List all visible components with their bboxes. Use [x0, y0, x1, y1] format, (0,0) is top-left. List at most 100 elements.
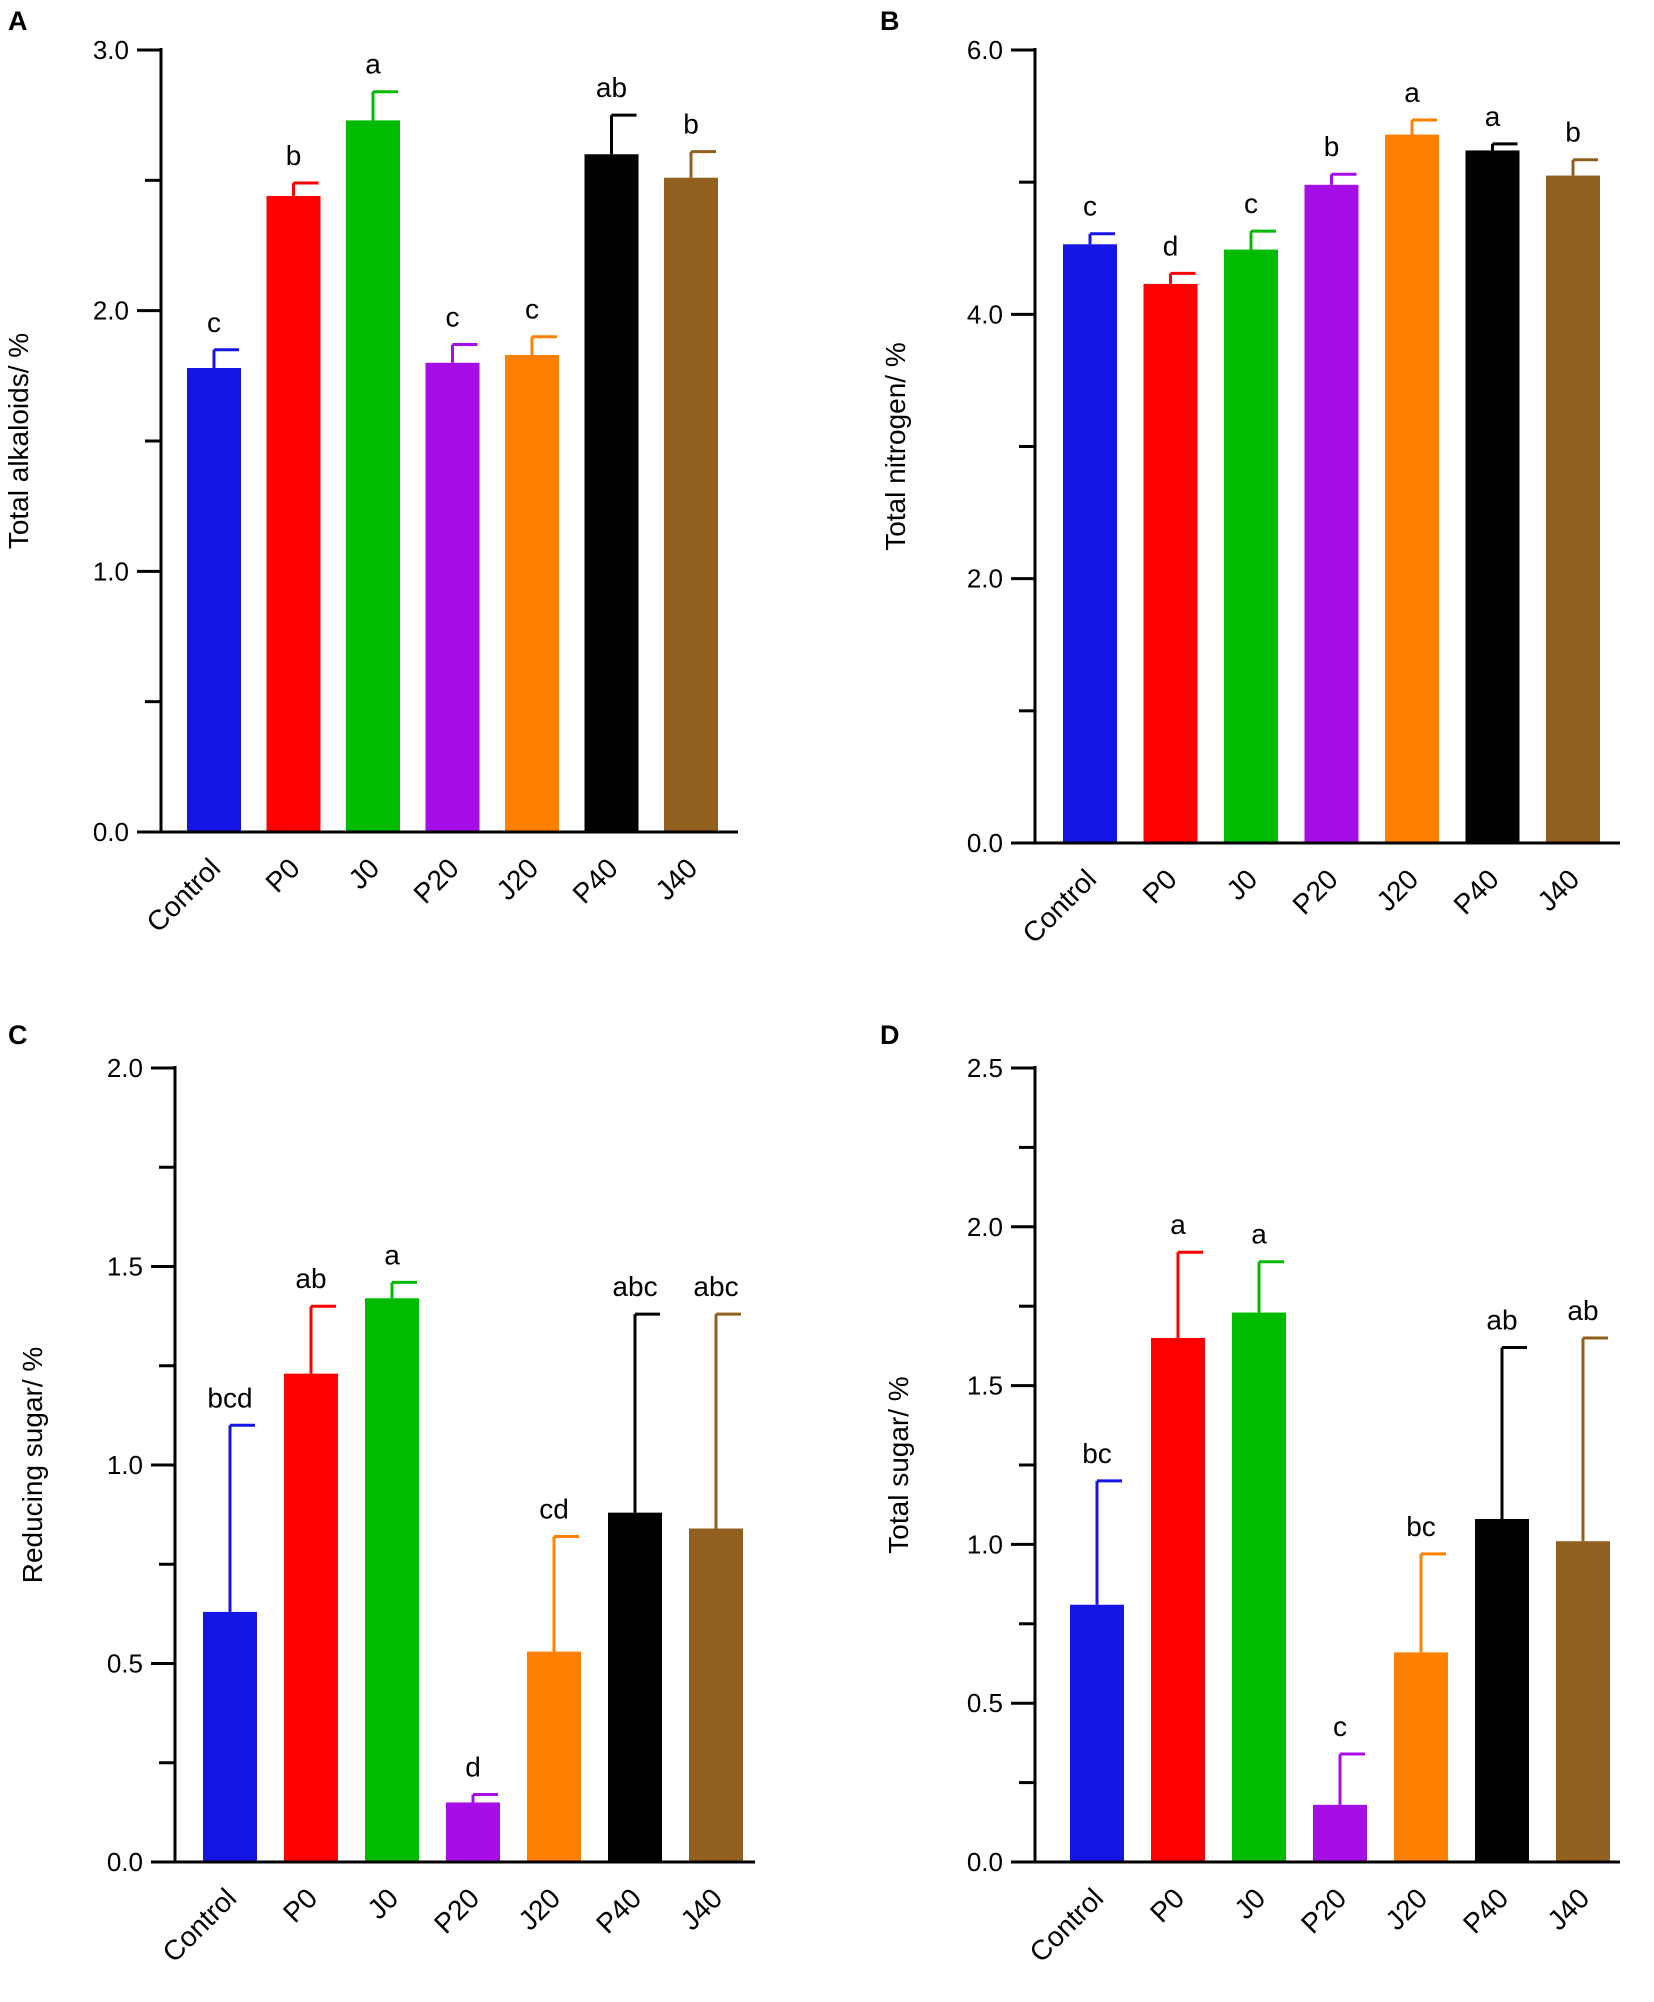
significance-label-p0: ab — [295, 1263, 326, 1294]
x-category-label-j40: J40 — [649, 852, 703, 906]
x-category-label-j40: J40 — [1541, 1882, 1595, 1936]
x-category-label-j40: J40 — [1531, 863, 1585, 917]
panel-letter-a: A — [8, 6, 28, 36]
significance-label-j20: c — [525, 294, 539, 325]
y-tick-label: 2.0 — [107, 1053, 143, 1083]
significance-label-control: bc — [1082, 1438, 1112, 1469]
bar-p20 — [1304, 184, 1359, 843]
x-category-label-j0: J0 — [1220, 863, 1263, 906]
significance-label-j0: c — [1244, 188, 1258, 219]
bar-control — [1063, 244, 1117, 843]
bar-j20 — [1394, 1652, 1448, 1862]
y-tick-label: 2.0 — [967, 564, 1003, 594]
bar-p40 — [1475, 1518, 1529, 1862]
x-category-label-p40: P40 — [1448, 863, 1505, 920]
x-category-label-p40: P40 — [567, 852, 624, 909]
significance-label-control: c — [1083, 191, 1097, 222]
bar-p20 — [1313, 1804, 1367, 1862]
x-category-label-j0: J0 — [361, 1882, 404, 1925]
significance-label-p0: a — [1170, 1209, 1186, 1240]
significance-label-p40: ab — [596, 72, 627, 103]
bar-j0 — [346, 120, 400, 832]
bar-j40 — [664, 177, 718, 832]
y-tick-label: 0.5 — [967, 1688, 1003, 1718]
bar-j20 — [1385, 134, 1439, 843]
y-axis-label: Total alkaloids/ % — [3, 333, 34, 549]
bar-control — [1070, 1604, 1124, 1862]
significance-label-p40: abc — [612, 1271, 657, 1302]
significance-label-j40: abc — [693, 1271, 738, 1302]
y-tick-label: 2.0 — [967, 1212, 1003, 1242]
significance-label-p40: ab — [1486, 1304, 1517, 1335]
bar-p0 — [1151, 1337, 1205, 1862]
bar-p20 — [425, 362, 480, 832]
y-tick-label: 6.0 — [967, 35, 1003, 65]
bar-control — [187, 368, 241, 832]
x-category-label-p20: P20 — [1287, 863, 1344, 920]
x-category-label-p20: P20 — [1295, 1882, 1352, 1939]
x-category-label-p0: P0 — [277, 1882, 323, 1928]
y-tick-label: 0.0 — [967, 1847, 1003, 1877]
significance-label-j40: b — [1565, 117, 1581, 148]
chart-panel-d: D Total sugar/ % 0.0 0.5 1.0 1.5 2.0 2.5 bc Contr… — [880, 1020, 1620, 1968]
x-category-label-j0: J0 — [342, 852, 385, 895]
x-category-label-control: Control — [1023, 1882, 1109, 1968]
x-category-label-j0: J0 — [1228, 1882, 1271, 1925]
y-axis-label: Total sugar/ % — [883, 1376, 914, 1553]
significance-label-j20: bc — [1406, 1511, 1436, 1542]
x-category-label-control: Control — [1016, 863, 1102, 949]
significance-label-j0: a — [365, 49, 381, 80]
bar-j40 — [1556, 1541, 1610, 1862]
x-category-label-control: Control — [156, 1882, 242, 1968]
panel-letter-c: C — [8, 1020, 28, 1050]
x-category-label-j20: J20 — [1379, 1882, 1433, 1936]
significance-label-j40: ab — [1567, 1295, 1598, 1326]
chart-panel-a: A Total alkaloids/ % 0.0 1.0 2.0 3.0 c Control b… — [3, 6, 738, 938]
x-category-label-p20: P20 — [428, 1882, 485, 1939]
x-category-label-j40: J40 — [674, 1882, 728, 1936]
bar-j40 — [689, 1528, 743, 1862]
significance-label-control: bcd — [207, 1382, 252, 1413]
significance-label-p40: a — [1485, 101, 1501, 132]
x-category-label-j20: J20 — [512, 1882, 566, 1936]
significance-label-p20: c — [446, 302, 460, 333]
bar-j20 — [527, 1651, 581, 1862]
bar-p0 — [1143, 283, 1198, 843]
y-tick-label: 1.5 — [107, 1252, 143, 1282]
bar-j20 — [505, 354, 559, 832]
x-category-label-j20: J20 — [1370, 863, 1424, 917]
y-tick-label: 1.5 — [967, 1371, 1003, 1401]
y-tick-label: 0.0 — [107, 1847, 143, 1877]
x-category-label-p0: P0 — [1144, 1882, 1190, 1928]
bar-p40 — [608, 1512, 662, 1862]
y-tick-label: 3.0 — [93, 35, 129, 65]
y-tick-label: 2.0 — [93, 296, 129, 326]
chart-panel-b: B Total nitrogen/ % 0.0 2.0 4.0 6.0 c Control d P… — [880, 6, 1620, 949]
chart-panel-c: C Reducing sugar/ % 0.0 0.5 1.0 1.5 2.0 bcd Cont… — [8, 1020, 755, 1968]
significance-label-control: c — [207, 307, 221, 338]
y-tick-label: 0.0 — [967, 828, 1003, 858]
y-axis-label: Total nitrogen/ % — [880, 342, 911, 551]
significance-label-j0: a — [1251, 1219, 1267, 1250]
significance-label-j20: a — [1404, 77, 1420, 108]
x-category-label-p0: P0 — [260, 852, 306, 898]
y-tick-label: 1.0 — [107, 1450, 143, 1480]
panel-letter-b: B — [880, 6, 900, 36]
bar-j0 — [1224, 249, 1278, 844]
bar-j0 — [365, 1298, 419, 1862]
significance-label-j20: cd — [539, 1493, 569, 1524]
y-axis-label: Reducing sugar/ % — [17, 1347, 48, 1584]
y-tick-label: 2.5 — [967, 1053, 1003, 1083]
significance-label-j0: a — [384, 1239, 400, 1270]
bar-p0 — [266, 195, 321, 832]
y-tick-label: 0.0 — [93, 817, 129, 847]
significance-label-p20: b — [1324, 131, 1340, 162]
bar-p40 — [584, 154, 639, 832]
significance-label-p0: b — [286, 140, 302, 171]
x-category-label-p40: P40 — [1457, 1882, 1514, 1939]
bar-control — [203, 1611, 257, 1862]
x-category-label-p0: P0 — [1137, 863, 1183, 909]
bar-j40 — [1546, 175, 1600, 843]
panel-letter-d: D — [880, 1020, 900, 1050]
